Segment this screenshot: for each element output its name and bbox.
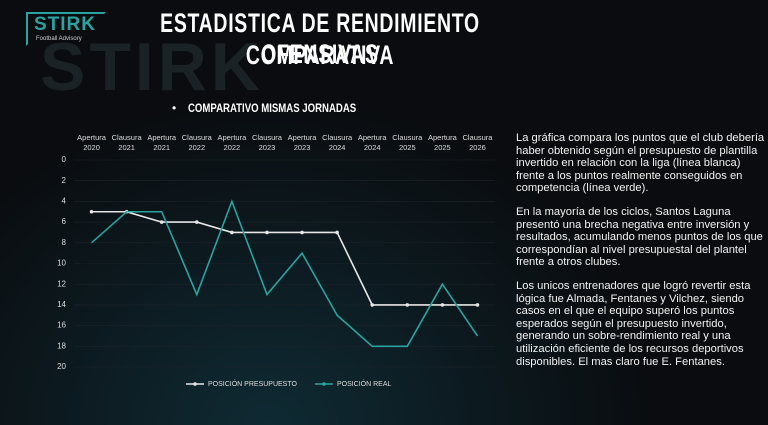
- description: La gráfica compara los puntos que el clu…: [516, 132, 766, 379]
- point: [440, 303, 445, 307]
- logo-frame: [26, 12, 106, 46]
- paragraph: La gráfica compara los puntos que el clu…: [516, 132, 765, 195]
- point: [265, 230, 269, 235]
- point: [475, 303, 480, 307]
- x-tick-label: Apertura 2021: [147, 133, 177, 152]
- point: [159, 220, 164, 224]
- y-tick-label: 2: [62, 176, 67, 185]
- legend-marker: [322, 382, 326, 386]
- y-tick-label: 0: [62, 155, 67, 164]
- point: [370, 303, 375, 307]
- x-tick-label: Apertura 2022: [217, 133, 247, 152]
- paragraph: En la mayoría de los ciclos, Santos Lagu…: [516, 205, 763, 269]
- legend-label: POSICIÓN PRESUPUESTO: [208, 379, 298, 388]
- y-tick-label: 14: [57, 300, 66, 309]
- point: [230, 230, 234, 235]
- title: COMPARATIVA: [245, 40, 395, 70]
- title: ESTADISTICA DE RENDIMIENTO OFENSIVAS: [160, 8, 480, 69]
- x-tick-label: Clausura 2024: [322, 133, 353, 152]
- x-tick-label: Clausura 2023: [251, 133, 282, 152]
- y-tick-label: 18: [57, 341, 66, 350]
- x-tick-label: Apertura 2024: [357, 133, 387, 152]
- legend-label: POSICIÓN REAL: [337, 379, 392, 388]
- y-tick-label: 4: [62, 197, 67, 206]
- series-line: [91, 210, 478, 306]
- x-tick-label: Apertura 2025: [427, 133, 457, 152]
- y-tick-label: 6: [62, 217, 67, 226]
- x-tick-label: Clausura 2022: [181, 133, 212, 152]
- paragraph: Los unicos entrenadores que logró revert…: [516, 279, 751, 368]
- point: [89, 209, 94, 214]
- subtitle: COMPARATIVO MISMAS JORNADAS: [188, 101, 357, 115]
- point: [300, 230, 304, 235]
- point: [405, 303, 410, 307]
- logo-tagline: Football Advisory: [36, 36, 82, 42]
- y-tick-label: 12: [57, 279, 66, 288]
- point: [194, 220, 199, 224]
- legend-marker: [193, 382, 197, 386]
- x-tick-label: Clausura 2025: [392, 133, 423, 152]
- bullet: •: [172, 101, 177, 115]
- series-line: [91, 199, 479, 348]
- logo-name: STIRK: [34, 14, 96, 35]
- x-tick-label: Clausura 2026: [462, 133, 493, 152]
- watermark: STIRK: [40, 29, 264, 105]
- y-tick-label: 20: [57, 362, 66, 371]
- x-tick-label: Apertura 2023: [287, 133, 317, 152]
- y-tick-label: 16: [57, 321, 66, 330]
- y-tick-label: 10: [57, 259, 66, 268]
- x-tick-label: Apertura 2020: [77, 133, 106, 152]
- x-tick-label: Clausura 2021: [111, 133, 142, 152]
- point: [335, 230, 339, 235]
- y-tick-label: 8: [62, 238, 67, 247]
